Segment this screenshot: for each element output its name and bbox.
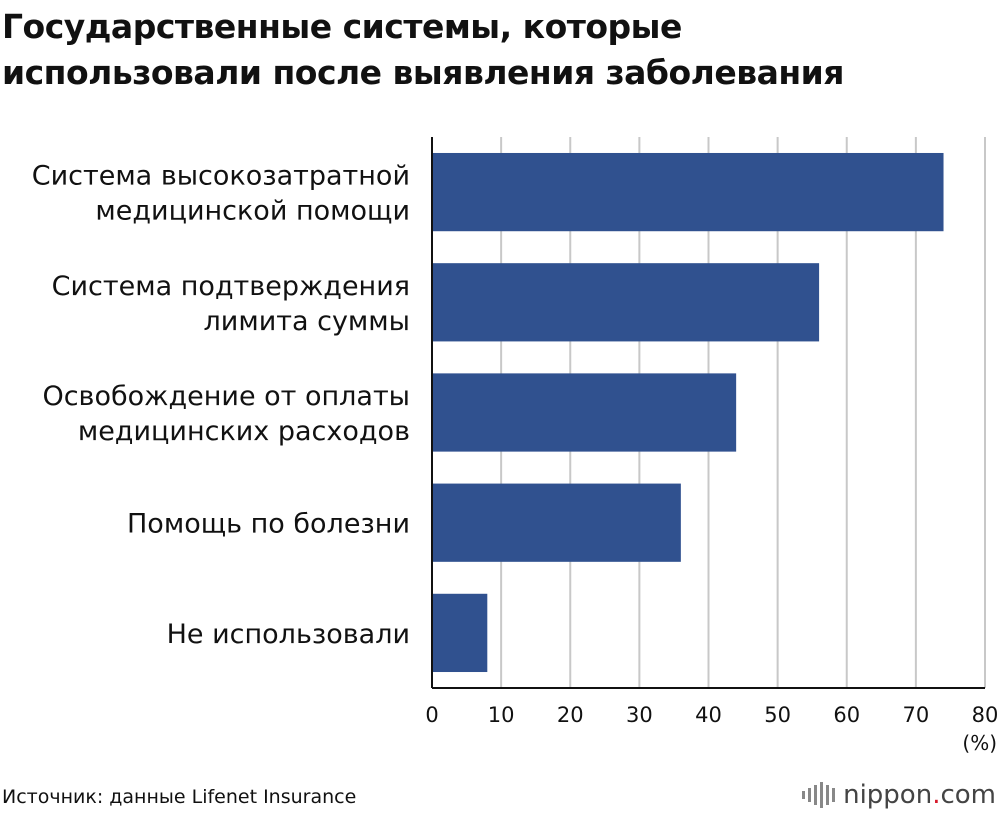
x-tick-label: 20 [557,703,584,727]
x-unit-label: (%) [962,731,997,755]
title-line-2: использовали после выявления заболевания [2,53,844,92]
x-tick-label: 60 [833,703,860,727]
bar [432,152,944,232]
x-tick-label: 0 [425,703,438,727]
chart-title: Государственные системы, которые использ… [2,4,992,96]
logo-name: nippon [843,780,933,810]
logo-dot: . [932,780,941,810]
x-tick-label: 80 [972,703,999,727]
bar [432,373,737,452]
category-label: Система подтверждения [52,271,410,302]
x-tick-label: 50 [764,703,791,727]
x-tick-label: 30 [626,703,653,727]
x-tick-label: 40 [695,703,722,727]
category-label: Не использовали [167,619,410,650]
category-label: медицинской помощи [95,196,410,227]
category-label: Система высокозатратной [32,161,410,192]
title-line-1: Государственные системы, которые [2,7,682,46]
nippon-logo: nippon. com [802,780,996,810]
x-tick-label: 70 [903,703,930,727]
x-tick-label: 10 [488,703,515,727]
category-label: медицинских расходов [78,416,410,447]
logo-mark-icon [802,782,836,808]
source-note: Источник: данные Lifenet Insurance [2,786,357,808]
bar [432,263,820,342]
logo-tld: com [940,780,996,810]
bar [432,593,488,673]
bar-chart: Система высокозатратной медицинской помощ… [32,137,999,755]
category-label: лимита суммы [204,306,410,337]
bar [432,483,681,562]
category-label: Освобождение от оплаты [42,381,410,412]
category-label: Помощь по болезни [127,509,410,540]
